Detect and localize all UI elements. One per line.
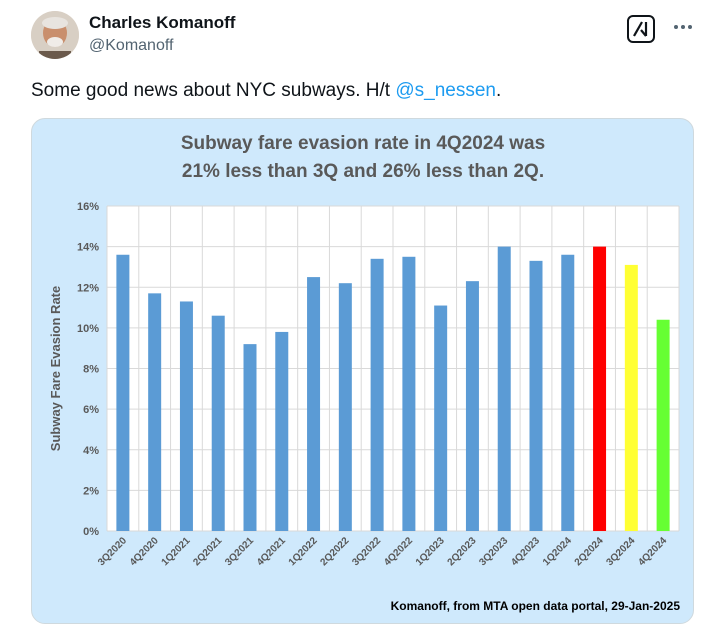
author-avatar[interactable] <box>31 11 79 59</box>
x-tick-label: 2Q2024 <box>573 535 606 568</box>
more-button[interactable] <box>670 14 696 38</box>
y-tick-label: 14% <box>77 242 99 254</box>
grok-icon <box>633 21 648 37</box>
bar-3Q2021 <box>243 344 257 531</box>
tweet-text: Some good news about NYC subways. H/t @s… <box>31 80 501 102</box>
x-tick-label: 3Q2021 <box>223 535 256 568</box>
x-tick-label: 4Q2023 <box>509 535 542 568</box>
x-tick-label: 4Q2022 <box>382 535 415 568</box>
bar-1Q2022 <box>307 277 321 531</box>
bar-1Q2021 <box>179 301 193 531</box>
bar-4Q2023 <box>529 260 543 531</box>
mention-link[interactable]: @s_nessen <box>395 80 496 101</box>
bar-2Q2024 <box>593 246 607 531</box>
x-tick-label: 1Q2023 <box>414 535 447 568</box>
x-tick-label: 2Q2021 <box>191 535 224 568</box>
x-tick-label: 4Q2020 <box>128 535 161 568</box>
fare-evasion-chart: 0% 2% 4% 6% 8% 10% 12% 14% 16% 3Q20204Q20201Q2021… <box>48 133 681 613</box>
bar-4Q2024 <box>656 319 670 531</box>
x-tick-label: 1Q2024 <box>541 535 574 568</box>
y-axis-label: Subway Fare Evasion Rate <box>48 286 63 451</box>
bar-4Q2022 <box>402 256 416 531</box>
bar-3Q2020 <box>116 254 130 531</box>
x-tick-label: 4Q2024 <box>636 535 669 568</box>
author-handle[interactable]: @Komanoff <box>89 37 174 54</box>
tweet-text-end: . <box>495 80 502 101</box>
bar-4Q2020 <box>148 293 162 531</box>
y-tick-label: 4% <box>83 445 99 457</box>
y-tick-label: 16% <box>77 201 99 213</box>
bar-4Q2021 <box>275 331 289 531</box>
x-tick-label: 3Q2022 <box>350 535 383 568</box>
x-tick-label: 2Q2023 <box>446 535 479 568</box>
grok-button[interactable] <box>627 15 655 43</box>
bar-1Q2023 <box>434 305 448 531</box>
bar-2Q2022 <box>338 283 352 531</box>
author-name[interactable]: Charles Komanoff <box>89 13 236 32</box>
bar-3Q2022 <box>370 258 384 531</box>
bar-3Q2023 <box>497 246 511 531</box>
y-tick-label: 12% <box>77 282 99 294</box>
user-photo-avatar-icon <box>31 11 79 59</box>
x-tick-label: 3Q2020 <box>96 535 129 568</box>
bar-2Q2021 <box>211 315 225 531</box>
y-tick-label: 6% <box>83 404 99 416</box>
chart-title: Subway fare evasion rate in 4Q2024 was <box>181 133 545 154</box>
bar-2Q2023 <box>465 281 479 531</box>
y-tick-label: 8% <box>83 364 99 376</box>
chart-source-note: Komanoff, from MTA open data portal, 29-… <box>391 599 681 613</box>
chart-title: 21% less than 3Q and 26% less than 2Q. <box>182 161 544 182</box>
x-tick-label: 1Q2021 <box>160 535 193 568</box>
more-horizontal-icon <box>674 25 692 29</box>
y-tick-label: 0% <box>83 526 99 538</box>
bar-1Q2024 <box>561 254 575 531</box>
x-tick-label: 4Q2021 <box>255 535 288 568</box>
x-tick-label: 2Q2022 <box>319 535 352 568</box>
x-tick-label: 3Q2024 <box>605 535 638 568</box>
y-tick-label: 2% <box>83 485 99 497</box>
x-tick-label: 3Q2023 <box>477 535 510 568</box>
tweet-text-body: Some good news about NYC subways. H/t <box>31 80 396 101</box>
bar-3Q2024 <box>624 264 638 531</box>
y-tick-label: 10% <box>77 323 99 335</box>
tweet-media-chart[interactable]: 0% 2% 4% 6% 8% 10% 12% 14% 16% 3Q2020 4Q2020 1Q2021… <box>31 118 694 624</box>
x-tick-label: 1Q2022 <box>287 535 320 568</box>
